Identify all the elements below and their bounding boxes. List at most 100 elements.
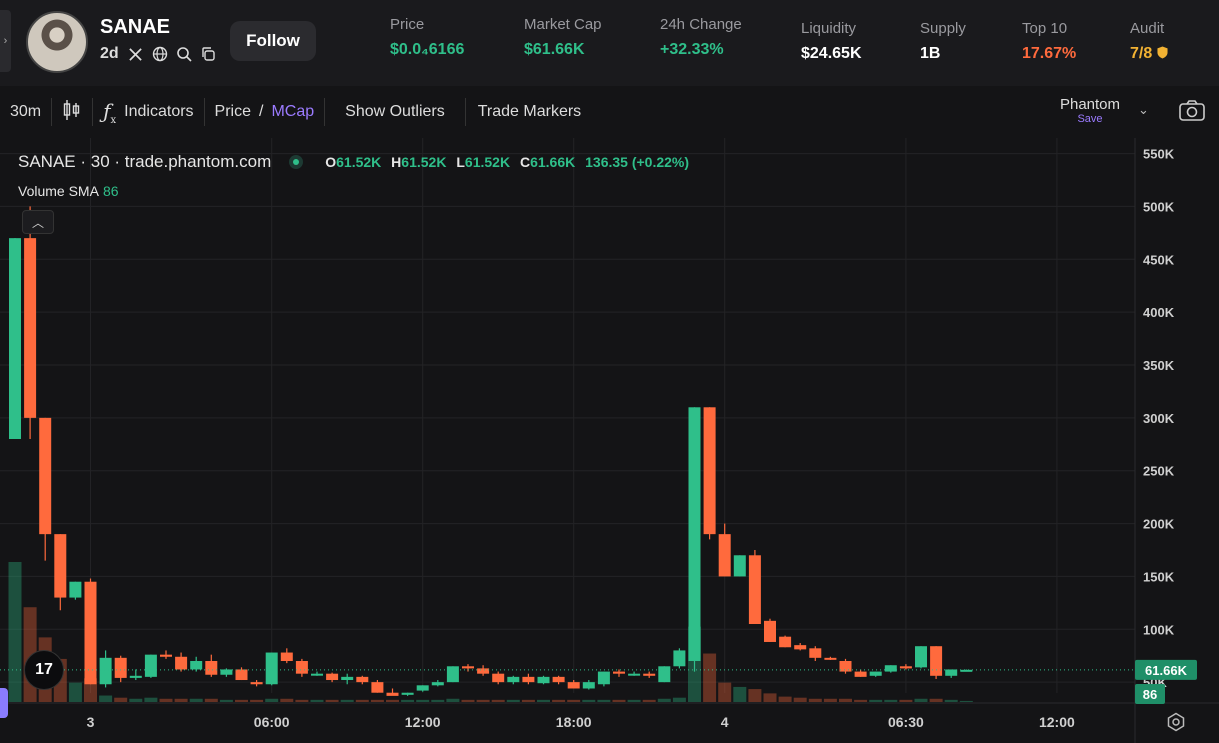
x-tick-label: 3 [87,714,95,730]
volume-badge-label: 86 [1143,687,1157,702]
candle-body [824,657,837,660]
candle-body [537,676,550,684]
candle-body [930,646,943,676]
volume-bar [386,699,399,702]
candle-body [114,657,127,678]
volume-legend: Volume SMA 86 [18,183,119,199]
candle-body [628,673,641,676]
indicators-button[interactable]: ƒx Indicators [93,86,203,138]
volume-bar [219,699,233,702]
volume-bar [265,698,279,702]
globe-icon[interactable] [151,45,169,63]
tradingview-logo[interactable]: 17 [24,650,64,690]
chart-legend: SANAE · 30 · trade.phantom.com O61.52K H… [18,152,695,172]
ohlc-open: 61.52K [336,154,382,170]
stat-audit[interactable]: Audit 7/8 [1130,20,1168,63]
candle-body [160,654,172,657]
mcap-option[interactable]: MCap [271,103,315,120]
candle-body [658,666,671,683]
show-outliers-button[interactable]: Show Outliers [345,103,445,120]
chart-toolbar: 30m ƒx Indicators Price / MCap Show Outl… [0,86,1219,138]
candle-body [673,650,686,667]
candle-body [24,238,37,418]
x-tick-label: 06:00 [254,714,290,730]
candlestick-chart[interactable]: 50K100K150K200K250K300K350K400K450K500K5… [0,138,1219,743]
stat-label: 24h Change [660,16,742,33]
copy-icon[interactable] [199,45,217,63]
y-tick-label: 500K [1143,199,1175,214]
candle-body [915,646,927,668]
volume-bar [597,699,611,702]
sidebar-expand-button[interactable]: › [0,10,11,72]
stat-value: $0.0₄6166 [390,41,465,58]
stat-label: Liquidity [801,20,857,37]
collapse-legend-button[interactable]: ︿ [22,210,54,234]
candle-body [522,676,535,683]
volume-bar [189,698,203,702]
stat-value: $61.66K [524,41,585,58]
candle-body [884,665,897,672]
camera-icon[interactable] [1178,99,1206,123]
volume-bar [884,699,898,702]
volume-bar [959,700,973,702]
candle-body [733,555,746,577]
candle-body [84,581,97,685]
candle-body [899,666,912,669]
candle-body [507,676,520,683]
ohlc-values: O61.52K H61.52K L61.52K C61.66K 136.35 (… [325,154,695,170]
volume-bar [99,695,113,702]
phantom-layout-button[interactable]: Phantom Save [1052,96,1128,125]
x-tick-label: 06:30 [888,714,924,730]
x-icon[interactable] [127,45,145,63]
candlestick-icon [62,99,82,126]
candle-body [552,676,565,683]
candle-body [401,692,414,695]
volume-bar [763,693,777,702]
volume-bar [733,686,747,702]
ohlc-close-key: C [519,154,531,170]
stat-label: Audit [1130,20,1165,37]
stat-top-10: Top 10 17.67% [1022,20,1076,63]
follow-button[interactable]: Follow [230,21,316,61]
x-tick-label: 12:00 [405,714,441,730]
drawing-tools-tab[interactable] [0,688,8,718]
token-age: 2d [100,45,119,62]
search-icon[interactable] [175,45,193,63]
y-tick-label: 300K [1143,411,1175,426]
toolbar-divider [92,98,94,126]
candle-body [477,668,490,674]
price-option[interactable]: Price [214,103,251,120]
candle-body [250,682,263,685]
candle-body [764,620,776,642]
token-header: › SANAE 2d Follow Price $0.0₄6166 Market… [0,0,1219,86]
candle-body [54,534,67,598]
candle-body [945,669,958,676]
settings-icon[interactable] [1166,712,1186,732]
y-tick-label: 350K [1143,358,1175,373]
candle-body [431,682,444,686]
stat-label: Supply [920,20,966,37]
volume-bar [793,697,807,702]
volume-bar [280,698,294,702]
y-tick-label: 450K [1143,252,1175,267]
volume-bar [310,699,324,702]
stat-24h-change: 24h Change +32.33% [660,16,742,59]
volume-bar [250,699,264,702]
token-name: SANAE [100,16,171,38]
stat-price: Price $0.0₄6166 [390,16,464,59]
volume-bar [491,699,505,702]
stat-liquidity: Liquidity $24.65K [801,20,862,63]
price-mcap-toggle[interactable]: Price / MCap [205,86,325,138]
ohlc-low: 61.52K [464,154,511,170]
candle-body [703,407,716,535]
candle-type-button[interactable] [52,86,92,138]
price-chart[interactable]: 50K 100K 150K 200K 250K 300K 350K 400K 450K 500K 5… [0,138,1219,743]
volume-bar [582,699,596,702]
candle-body [280,652,293,661]
legend-title: SANAE · 30 · trade.phantom.com [18,152,272,171]
interval-button[interactable]: 30m [10,103,42,120]
trade-markers-button[interactable]: Trade Markers [477,103,582,120]
chevron-down-icon[interactable]: ⌄ [1138,102,1149,117]
volume-bar [355,699,369,702]
candle-body [311,673,323,676]
